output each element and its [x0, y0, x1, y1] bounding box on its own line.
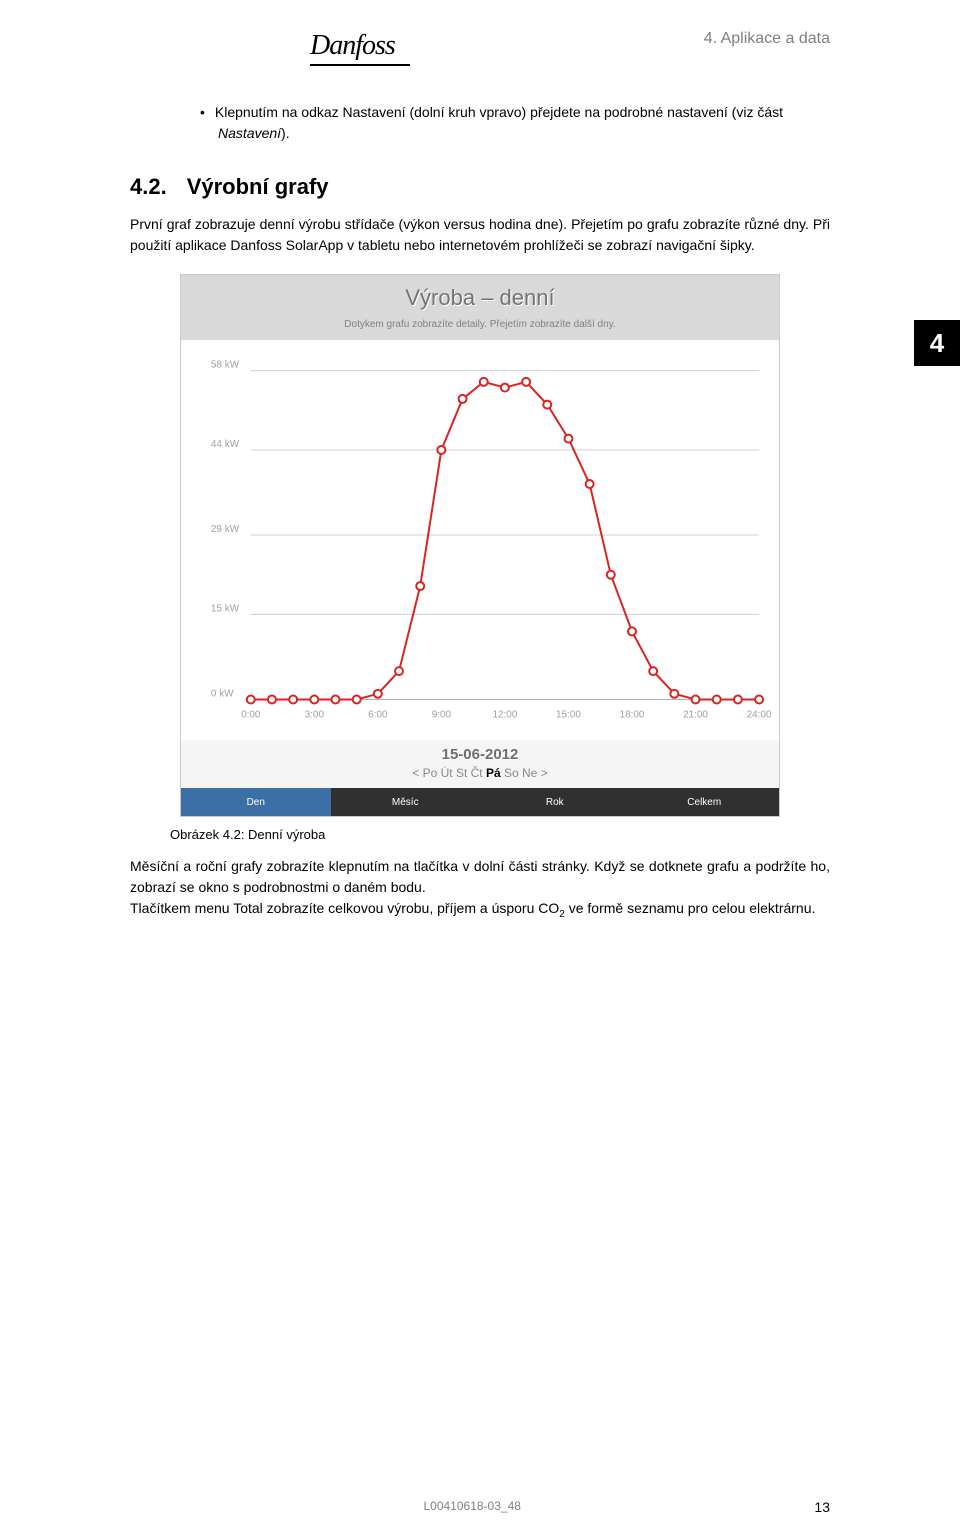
svg-text:44 kW: 44 kW	[211, 439, 240, 450]
body-paragraph-2: Tlačítkem menu Total zobrazíte celkovou …	[130, 898, 830, 922]
intro-paragraph: První graf zobrazuje denní výrobu střída…	[130, 214, 830, 256]
svg-text:9:00: 9:00	[432, 709, 452, 720]
para2-b: ve formě seznamu pro celou elektrárnu.	[565, 900, 816, 916]
heading-4-2: 4.2. Výrobní grafy	[130, 174, 830, 200]
chart-date: 15-06-2012	[442, 746, 519, 763]
bullet-marker: •	[200, 104, 205, 120]
screenshot-title: Výroba – denní	[181, 285, 779, 311]
bullet-text-1: Klepnutím na odkaz Nastavení (dolní kruh…	[215, 104, 783, 120]
svg-text:3:00: 3:00	[305, 709, 325, 720]
bullet-text-2: ).	[281, 125, 290, 141]
svg-text:24:00: 24:00	[747, 709, 772, 720]
heading-text: Výrobní grafy	[187, 174, 329, 200]
svg-text:15:00: 15:00	[556, 709, 581, 720]
para2-a: Tlačítkem menu Total zobrazíte celkovou …	[130, 900, 559, 916]
section-title: 4. Aplikace a data	[704, 30, 830, 48]
svg-text:21:00: 21:00	[683, 709, 708, 720]
screenshot-title-bar: Výroba – denní	[181, 275, 779, 315]
page-footer: L00410618-03_48 13	[0, 1499, 960, 1515]
doc-id: L00410618-03_48	[423, 1499, 520, 1515]
app-screenshot: Výroba – denní Dotykem grafu zobrazíte d…	[180, 274, 780, 817]
bullet-italic: Nastavení	[218, 125, 281, 141]
svg-text:29 kW: 29 kW	[211, 524, 240, 535]
page-number: 13	[814, 1499, 830, 1515]
svg-text:18:00: 18:00	[620, 709, 645, 720]
svg-text:0 kW: 0 kW	[211, 688, 234, 699]
danfoss-logo: Danfoss	[130, 30, 395, 62]
body-paragraph-1: Měsíční a roční grafy zobrazíte klepnutí…	[130, 856, 830, 898]
chapter-marker: 4	[914, 320, 960, 366]
tab-měsíc[interactable]: Měsíc	[331, 788, 481, 816]
day-selector[interactable]: < Po Út St Čt Pá So Ne >	[181, 766, 779, 788]
tab-rok[interactable]: Rok	[480, 788, 630, 816]
screenshot-subtitle: Dotykem grafu zobrazíte detaily. Přejetí…	[181, 315, 779, 340]
bullet-item: • Klepnutím na odkaz Nastavení (dolní kru…	[200, 102, 830, 144]
line-chart[interactable]: 58 kW 44 kW 29 kW 15 kW 0 kW 0:00 3:00 6:00 9:00…	[181, 340, 779, 740]
tab-celkem[interactable]: Celkem	[630, 788, 780, 816]
tab-den[interactable]: Den	[181, 788, 331, 816]
period-tabs: DenMěsícRokCelkem	[181, 788, 779, 816]
date-row: 15-06-2012	[181, 740, 779, 766]
figure-caption: Obrázek 4.2: Denní výroba	[170, 827, 830, 842]
chart-svg: 58 kW 44 kW 29 kW 15 kW 0 kW 0:00 3:00 6:00 9:00…	[181, 340, 779, 740]
svg-text:12:00: 12:00	[492, 709, 517, 720]
svg-text:0:00: 0:00	[241, 709, 261, 720]
heading-number: 4.2.	[130, 174, 167, 200]
svg-text:15 kW: 15 kW	[211, 603, 240, 614]
page-header: Danfoss 4. Aplikace a data	[130, 30, 830, 62]
svg-text:6:00: 6:00	[368, 709, 388, 720]
svg-text:58 kW: 58 kW	[211, 360, 240, 371]
